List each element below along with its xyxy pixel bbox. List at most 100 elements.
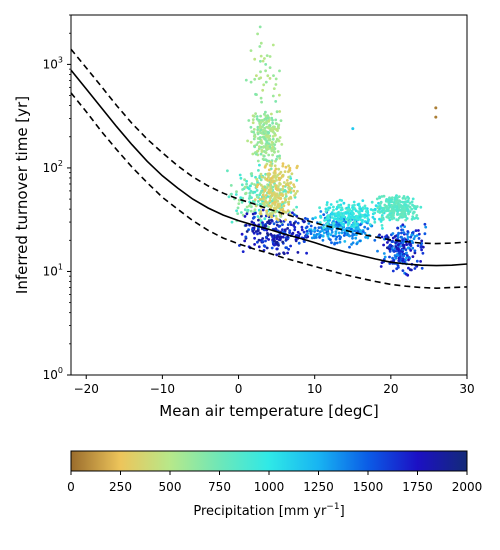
scatter-point [376, 206, 380, 210]
scatter-point [395, 194, 398, 198]
scatter-point [380, 210, 383, 213]
scatter-point [321, 229, 324, 233]
scatter-point [264, 194, 268, 197]
scatter-point [410, 217, 414, 221]
scatter-point [262, 150, 266, 153]
scatter-point [395, 247, 399, 251]
scatter-point [306, 232, 309, 235]
scatter-point [415, 234, 419, 237]
scatter-point [259, 219, 263, 223]
scatter-point [406, 235, 410, 239]
y-tick-label: 100 [43, 366, 63, 382]
scatter-point [366, 236, 370, 240]
scatter-point [355, 242, 359, 246]
scatter-point [276, 150, 280, 153]
scatter-point [318, 236, 322, 239]
scatter-point [304, 217, 307, 220]
scatter-point [264, 129, 267, 133]
scatter-point [235, 190, 238, 194]
scatter-point [329, 238, 332, 242]
scatter-point [388, 196, 391, 200]
scatter-point [394, 241, 397, 245]
scatter-point [397, 266, 400, 269]
scatter-point [400, 235, 403, 239]
scatter-point [270, 215, 274, 219]
scatter-point [340, 217, 343, 221]
scatter-point [275, 253, 279, 257]
scatter-point [337, 231, 341, 235]
scatter-point [322, 231, 326, 235]
scatter-point [334, 237, 338, 241]
scatter-point [285, 179, 289, 182]
scatter-point [410, 233, 414, 237]
scatter-point [260, 120, 263, 124]
scatter-point [267, 173, 271, 177]
scatter-point [338, 240, 342, 244]
scatter-point [396, 218, 400, 222]
scatter-point [317, 232, 321, 236]
scatter-point [267, 225, 270, 229]
scatter-point [358, 210, 362, 213]
y-axis-label: Inferred turnover time [yr] [13, 96, 31, 294]
scatter-point [295, 166, 299, 170]
scatter-point [339, 203, 343, 207]
scatter-point [288, 229, 292, 233]
scatter-point [261, 157, 265, 161]
scatter-point [394, 205, 398, 209]
scatter-point [407, 266, 410, 270]
scatter-point [253, 57, 257, 61]
scatter-point [421, 251, 425, 255]
scatter-point [260, 148, 264, 152]
scatter-point [434, 115, 438, 119]
scatter-point [277, 194, 281, 198]
scatter-point [255, 143, 259, 147]
scatter-point [273, 143, 277, 147]
scatter-point [391, 232, 395, 235]
scatter-point [331, 234, 335, 238]
scatter-point [273, 203, 277, 207]
scatter-point [394, 201, 398, 205]
scatter-point [402, 254, 406, 258]
scatter-point [250, 196, 253, 200]
scatter-point [403, 203, 407, 207]
scatter-point [266, 233, 270, 237]
colorbar-tick-label: 0 [67, 480, 75, 494]
scatter-point [396, 226, 399, 230]
scatter-point [265, 140, 269, 144]
scatter-point [303, 240, 306, 244]
scatter-point [390, 240, 394, 244]
scatter-point [277, 123, 281, 127]
scatter-point [399, 205, 403, 208]
scatter-point [275, 178, 278, 182]
scatter-point [339, 208, 343, 212]
scatter-point [259, 59, 262, 63]
scatter-point [269, 205, 273, 209]
scatter-point [370, 200, 374, 204]
scatter-point [355, 233, 358, 237]
scatter-point [265, 246, 269, 250]
scatter-point [283, 200, 287, 204]
scatter-point [412, 210, 416, 214]
scatter-point [253, 151, 257, 155]
scatter-point [261, 59, 265, 63]
scatter-point [281, 228, 284, 232]
scatter-point [348, 245, 351, 249]
scatter-point [261, 146, 265, 149]
scatter-point [371, 215, 375, 219]
scatter-point [420, 242, 424, 245]
scatter-point [410, 200, 414, 204]
scatter-point [374, 204, 378, 208]
scatter-point [382, 194, 386, 198]
scatter-point [250, 205, 253, 209]
scatter-point [237, 202, 241, 206]
scatter-point [400, 231, 403, 235]
scatter-point [262, 244, 266, 248]
scatter-point [259, 54, 263, 58]
scatter-point [263, 217, 267, 221]
scatter-point [244, 78, 248, 82]
scatter-point [246, 186, 250, 190]
scatter-point [300, 228, 304, 232]
scatter-point [405, 217, 409, 220]
scatter-point [399, 249, 402, 253]
scatter-point [267, 176, 270, 179]
